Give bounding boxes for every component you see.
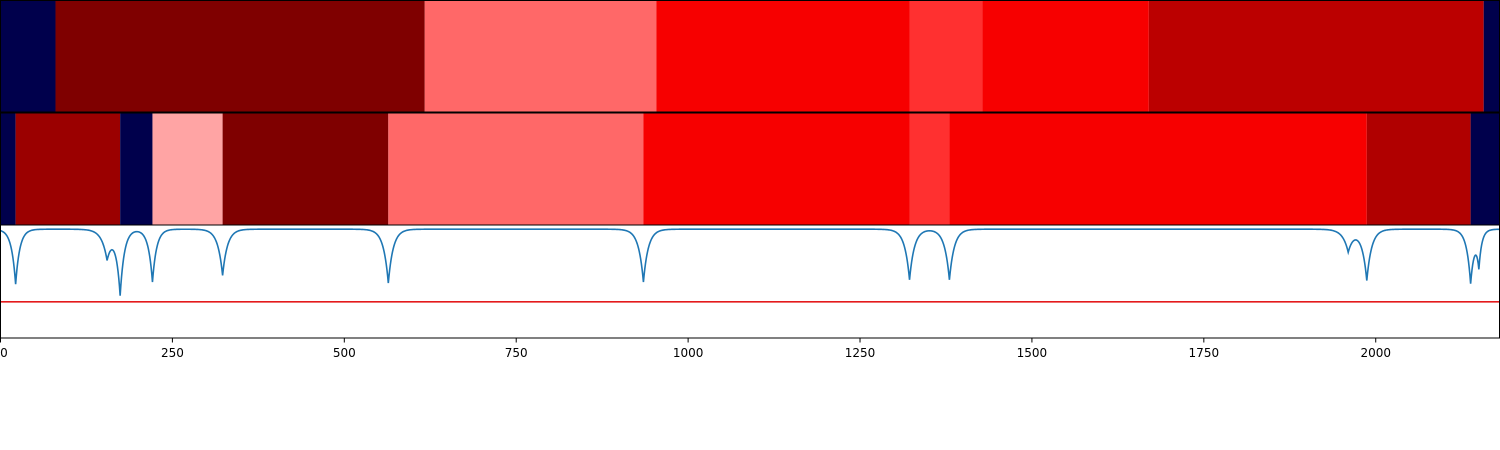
segment-row1-0 <box>0 1 56 112</box>
x-tick-label-2000: 2000 <box>1360 346 1391 360</box>
x-tick-label-1250: 1250 <box>845 346 876 360</box>
segment-row-1 <box>0 1 1500 112</box>
x-tick-label-1500: 1500 <box>1017 346 1048 360</box>
segment-row2-8 <box>949 113 1367 225</box>
segment-row2-7 <box>909 113 950 225</box>
x-tick-label-750: 750 <box>505 346 528 360</box>
score-curve-panel <box>0 228 1500 303</box>
x-tick-label-250: 250 <box>161 346 184 360</box>
segment-row1-5 <box>982 1 1149 112</box>
segment-row1-3 <box>656 1 910 112</box>
segment-row2-2 <box>120 113 153 225</box>
segment-row2-1 <box>15 113 121 225</box>
segment-row2-5 <box>388 113 644 225</box>
segment-row2-3 <box>152 113 223 225</box>
x-axis: 0 250 500 750 1000 1250 1500 1750 2000 <box>0 338 1391 360</box>
segment-row-2 <box>0 113 1500 225</box>
segment-row2-9 <box>1366 113 1471 225</box>
segment-row1-7 <box>1483 1 1500 112</box>
segment-row1-6 <box>1148 1 1484 112</box>
segment-row2-10 <box>1470 113 1500 225</box>
score-curve <box>0 228 1500 296</box>
segment-row2-0 <box>0 113 16 225</box>
x-tick-label-1750: 1750 <box>1189 346 1220 360</box>
segment-row1-4 <box>909 1 983 112</box>
segment-row2-4 <box>222 113 389 225</box>
x-tick-label-500: 500 <box>333 346 356 360</box>
segment-row2-6 <box>643 113 910 225</box>
segment-row1-2 <box>424 1 657 112</box>
segment-row1-1 <box>55 1 425 112</box>
curve-frame <box>0 224 1500 339</box>
x-tick-label-0: 0 <box>0 346 8 360</box>
x-tick-label-1000: 1000 <box>673 346 704 360</box>
